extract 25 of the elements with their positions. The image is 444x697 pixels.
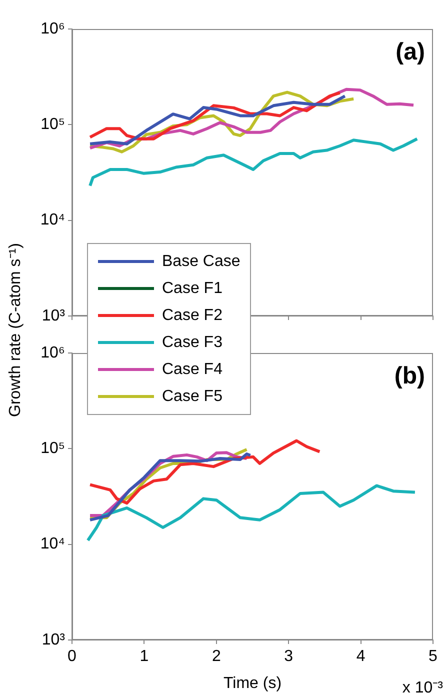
y-tick-label: 10⁵ bbox=[40, 440, 65, 458]
annotation: (b) bbox=[394, 362, 425, 390]
legend-label: Case F1 bbox=[162, 280, 222, 298]
y-tick-label: 10³ bbox=[42, 307, 66, 324]
x-tick-label: 0 bbox=[68, 648, 77, 666]
annotation: (a) bbox=[396, 38, 425, 66]
y-tick-label: 10⁵ bbox=[40, 116, 65, 134]
legend-label: Case F4 bbox=[162, 360, 222, 378]
y-axis-title: Growth rate (C-atom s⁻¹) bbox=[6, 243, 25, 417]
text: x 10⁻³ bbox=[402, 679, 444, 696]
x-tick-label: 5 bbox=[428, 648, 438, 666]
x-tick-label: 2 bbox=[212, 648, 221, 666]
legend-label: Case F3 bbox=[162, 334, 222, 352]
legend-label: Case F5 bbox=[162, 388, 222, 406]
y-tick-label: 10⁴ bbox=[40, 212, 66, 229]
x-tick-label: 4 bbox=[356, 648, 366, 666]
y-tick-label: 10³ bbox=[42, 631, 66, 648]
y-tick-label: 10⁴ bbox=[40, 536, 66, 553]
x-axis-title: Time (s) bbox=[223, 674, 282, 692]
x-tick-label: 3 bbox=[284, 648, 294, 666]
legend-label: Base Case bbox=[162, 252, 240, 270]
y-tick-label: 10⁶ bbox=[40, 20, 65, 38]
y-tick-label: 10⁶ bbox=[40, 344, 65, 362]
x-tick-label: 1 bbox=[140, 648, 149, 666]
legend-label: Case F2 bbox=[162, 306, 222, 324]
